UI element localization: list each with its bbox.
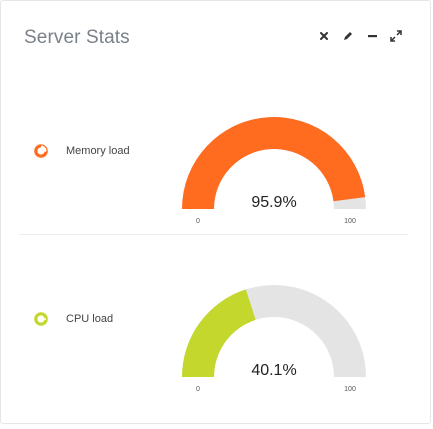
gauge-max-label: 100 bbox=[344, 218, 356, 225]
gauge-min-label: 0 bbox=[196, 218, 200, 225]
divider bbox=[19, 234, 408, 235]
memory-label-group: Memory load bbox=[34, 144, 130, 158]
close-icon[interactable] bbox=[318, 29, 330, 43]
pie-icon bbox=[34, 144, 48, 158]
pie-icon bbox=[34, 312, 48, 326]
gauge-max-label: 100 bbox=[344, 386, 356, 393]
cpu-label: CPU load bbox=[66, 313, 114, 325]
gauge-value-label: 95.9% bbox=[251, 194, 296, 211]
expand-icon[interactable] bbox=[390, 29, 402, 43]
panel-toolbar bbox=[318, 29, 402, 43]
pencil-icon[interactable] bbox=[342, 29, 354, 43]
gauge-fill bbox=[182, 116, 366, 209]
panel-title: Server Stats bbox=[24, 27, 130, 48]
gauge-value-label: 40.1% bbox=[251, 362, 296, 379]
minimize-icon[interactable] bbox=[366, 29, 378, 43]
memory-label: Memory load bbox=[66, 145, 130, 157]
gauge-fill bbox=[182, 289, 256, 377]
memory-gauge: 95.9% 0 100 bbox=[182, 116, 366, 225]
gauge-min-label: 0 bbox=[196, 386, 200, 393]
cpu-label-group: CPU load bbox=[34, 312, 113, 326]
cpu-gauge: 40.1% 0 100 bbox=[182, 285, 366, 393]
